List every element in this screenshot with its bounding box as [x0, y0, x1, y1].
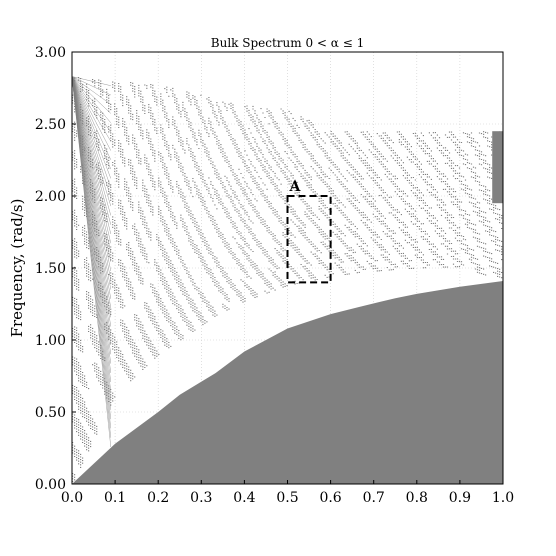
y-tick-label: 1.00	[35, 333, 66, 349]
x-tick-label: 0.8	[406, 490, 428, 506]
lowest-band	[72, 281, 503, 484]
x-tick-label: 1.0	[492, 490, 514, 506]
annotation-box	[286, 195, 332, 284]
x-tick-label: 0.3	[190, 490, 212, 506]
x-tick-label: 0.7	[363, 490, 385, 506]
y-tick-label: 1.50	[35, 261, 66, 277]
y-tick-label: 0.50	[35, 405, 66, 421]
y-tick-label: 3.00	[35, 45, 66, 61]
x-tick-label: 0.1	[104, 490, 126, 506]
left-fan	[72, 76, 111, 448]
y-tick-label: 0.00	[35, 477, 66, 493]
x-tick-label: 0.4	[233, 490, 255, 506]
annotation-label: A	[289, 179, 302, 195]
x-tick-label: 0.5	[276, 490, 298, 506]
annotation-region-a: A	[286, 179, 332, 284]
spectrum-bands	[72, 76, 503, 484]
x-tick-label: 0.6	[319, 490, 341, 506]
y-tick-label: 2.00	[35, 189, 66, 205]
upper-spectrum-dots	[72, 77, 503, 482]
y-axis-label: Frequency, (rad/s)	[8, 199, 26, 338]
x-tick-label: 0.2	[147, 490, 169, 506]
y-tick-label: 2.50	[35, 117, 66, 133]
x-axis: 0.0 0.1 0.2 0.3 0.4 0.5 0.6 0.7 0.8 0.9 1.0	[61, 480, 514, 506]
y-axis: 0.00 0.50 1.00 1.50 2.00 2.50 3.00	[35, 45, 76, 493]
x-tick-label: 0.9	[449, 490, 471, 506]
chart-title: Bulk Spectrum 0 < α ≤ 1	[211, 36, 364, 50]
x-tick-label: 0.0	[61, 490, 83, 506]
right-edge-band	[492, 131, 503, 204]
